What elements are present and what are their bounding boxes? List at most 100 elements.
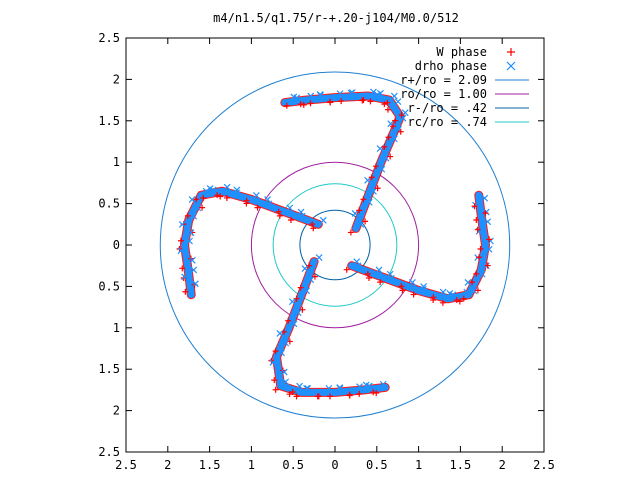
w-phase-point <box>372 163 379 170</box>
x-tick-label: 1 <box>415 458 422 472</box>
drho-phase-point <box>294 309 302 317</box>
drho-phase-point <box>446 290 454 297</box>
x-tick-label: 0 <box>331 458 338 472</box>
drho-phase-point <box>336 384 344 391</box>
drho-phase-point <box>177 247 185 255</box>
w-phase-point <box>453 297 460 304</box>
w-phase-point <box>310 225 317 232</box>
drho-phase-point <box>187 229 195 237</box>
w-phase-point <box>283 102 290 109</box>
w-phase-point <box>474 226 481 233</box>
drho-phase-point <box>282 339 290 347</box>
w-phase-point <box>476 254 483 261</box>
w-phase-point <box>223 194 230 201</box>
drho-phase-point <box>336 90 344 98</box>
legend-label: drho phase <box>415 59 487 73</box>
drho-phase-point <box>463 288 471 296</box>
drho-phase-point <box>439 288 447 296</box>
drho-phase-point <box>351 209 359 217</box>
drho-phase-point <box>190 212 198 220</box>
drho-phase-point <box>347 89 355 97</box>
drho-phase-point <box>354 262 362 270</box>
x-tick-label: 2 <box>164 458 171 472</box>
w-phase-point <box>338 98 345 105</box>
w-phase-point <box>477 246 484 252</box>
w-phase-point <box>399 287 406 294</box>
w-phase-point <box>469 279 476 286</box>
w-phase-point <box>327 393 333 400</box>
w-phase-point <box>287 217 294 224</box>
drho-phase-point <box>315 254 323 261</box>
drho-phase-point <box>188 256 196 264</box>
w-phase-point <box>377 279 384 286</box>
drho-phase-point <box>304 384 312 392</box>
drho-phase-point <box>482 208 490 216</box>
y-tick-label: 2 <box>113 72 120 86</box>
drho-phase-point <box>181 273 188 281</box>
x-tick-label: 2.5 <box>115 458 137 472</box>
legend-plus-marker <box>507 48 515 56</box>
y-tick-label: 0.5 <box>98 279 120 293</box>
w-phase-point <box>272 348 279 355</box>
w-phase-point <box>456 298 463 305</box>
w-phase-point <box>199 204 206 211</box>
w-phase-point <box>471 203 478 210</box>
drho-phase-point <box>252 192 260 199</box>
w-phase-point <box>398 283 405 290</box>
w-phase-point <box>439 299 446 306</box>
drho-phase-point <box>386 270 394 278</box>
drho-phase-point <box>356 383 363 391</box>
w-phase-point <box>347 229 354 236</box>
drho-phase-point <box>303 287 310 295</box>
drho-phase-point <box>297 208 305 216</box>
drho-phase-point <box>362 381 370 389</box>
x-tick-label: 1.5 <box>450 458 472 472</box>
w-phase-point <box>374 185 381 192</box>
w-phase-point <box>356 390 363 397</box>
legend-label: r-/ro = .42 <box>408 101 487 115</box>
drho-phase-point <box>394 98 402 106</box>
chart-title: m4/n1.5/q1.75/r-+.20-j104/M0.0/512 <box>213 11 459 25</box>
x-tick-label: 2 <box>499 458 506 472</box>
w-phase-point <box>200 194 207 201</box>
y-tick-label: 0.5 <box>98 197 120 211</box>
drho-phase-point <box>279 380 287 388</box>
w-phase-point <box>327 99 334 106</box>
w-phase-point <box>381 101 388 108</box>
w-phase-point <box>387 153 394 160</box>
w-phase-point <box>397 128 404 135</box>
w-phase-point <box>460 295 467 302</box>
drho-phase-point <box>319 216 327 224</box>
w-phase-point <box>184 212 191 219</box>
w-phase-point <box>362 218 369 225</box>
w-phase-point <box>309 221 316 228</box>
drho-phase-point <box>325 384 333 392</box>
drho-phase-point <box>298 212 306 220</box>
reference-circle <box>299 209 371 281</box>
drho-phase-point <box>365 198 373 206</box>
w-phase-point <box>293 393 300 400</box>
drho-phase-point <box>420 283 428 290</box>
w-phase-point <box>367 98 374 105</box>
drho-phase-point <box>209 186 217 194</box>
w-phase-point <box>385 134 392 141</box>
w-phase-point <box>276 212 283 219</box>
drho-phase-point <box>202 187 210 195</box>
w-phase-point <box>473 270 480 277</box>
drho-phase-point <box>276 330 284 337</box>
drho-phase-point <box>399 114 407 122</box>
legend-label: ro/ro = 1.00 <box>400 87 487 101</box>
w-phase-point <box>271 377 278 384</box>
drho-phase-point <box>370 187 377 195</box>
drho-phase-point <box>290 320 298 328</box>
w-phase-point <box>193 196 200 203</box>
drho-phase-point <box>296 382 304 390</box>
drho-phase-point <box>390 92 398 100</box>
drho-phase-point <box>484 218 492 226</box>
drho-phase-point <box>353 258 361 266</box>
drho-phase-point <box>178 221 186 228</box>
drho-phase-point <box>286 204 294 212</box>
drho-phase-point <box>478 270 486 278</box>
y-tick-label: 2.5 <box>98 445 120 459</box>
